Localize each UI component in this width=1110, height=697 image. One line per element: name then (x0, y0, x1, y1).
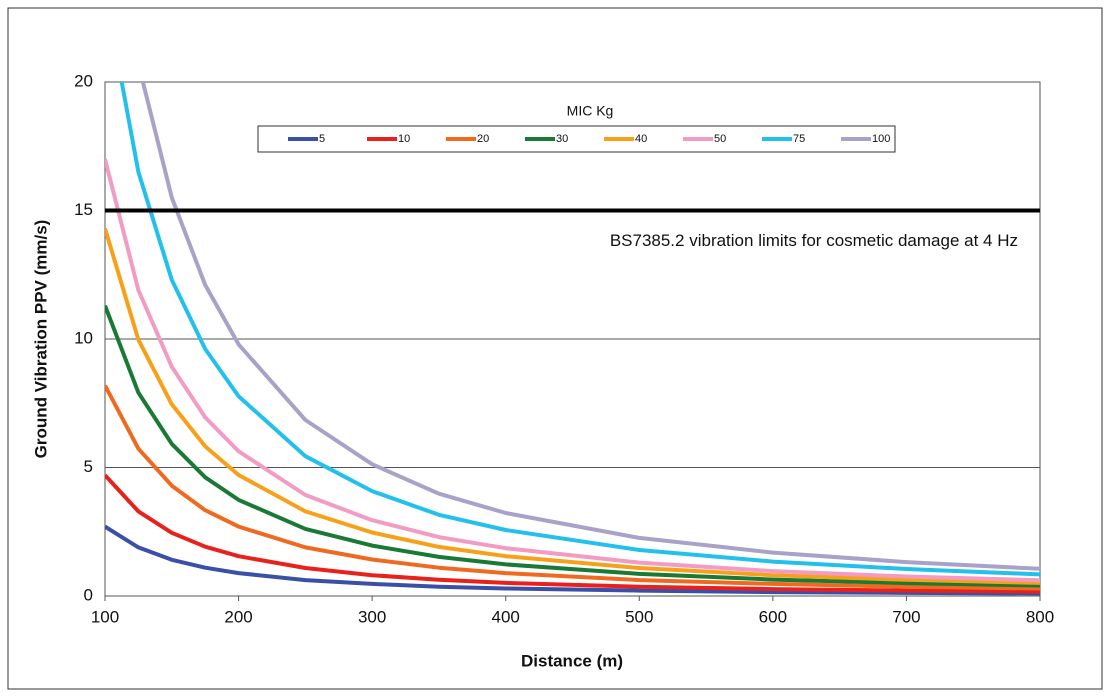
x-tick-label: 300 (358, 607, 386, 626)
y-tick-label: 10 (74, 328, 93, 347)
plot-border (104, 81, 1041, 597)
legend-label: 10 (398, 133, 410, 145)
x-tick-label: 500 (625, 607, 653, 626)
legend-label: 20 (477, 133, 489, 145)
frame (7, 7, 1103, 690)
y-tick-label: 0 (84, 585, 93, 604)
series-line (105, 304, 1040, 588)
series-line (105, 524, 1040, 596)
series-line (140, 82, 1040, 571)
legend-label: 5 (319, 133, 325, 145)
y-tick-label: 20 (74, 71, 93, 90)
y-axis-title: Ground Vibration PPV (mm/s) (31, 220, 50, 459)
x-tick-label: 100 (91, 607, 119, 626)
legend-label: 75 (793, 133, 805, 145)
x-axis-title: Distance (m) (521, 651, 623, 670)
legend: MIC Kg 5 10 20 30 40 50 75 100 (257, 103, 896, 153)
x-tick-label: 700 (892, 607, 920, 626)
x-tick-label: 400 (492, 607, 520, 626)
series-line (105, 473, 1040, 594)
series-line (105, 227, 1040, 585)
series-line (105, 158, 1040, 583)
series-line (105, 384, 1040, 591)
threshold-label: BS7385.2 vibration limits for cosmetic d… (610, 231, 1018, 250)
overlay: BS7385.2 vibration limits for cosmetic d… (105, 103, 1040, 250)
legend-title: MIC Kg (567, 103, 614, 119)
grid: 0 5 10 15 20 100 200 300 400 500 600 700 800 (74, 71, 1054, 626)
x-tick-label: 800 (1026, 607, 1054, 626)
legend-label: 50 (714, 133, 726, 145)
legend-label: 40 (635, 133, 647, 145)
x-tick-label: 600 (759, 607, 787, 626)
series-line (119, 82, 1040, 577)
legend-label: 30 (556, 133, 568, 145)
y-tick-label: 15 (74, 200, 93, 219)
legend-label: 100 (872, 133, 890, 145)
lines (105, 82, 1040, 596)
y-tick-label: 5 (84, 457, 93, 476)
x-tick-label: 200 (224, 607, 252, 626)
